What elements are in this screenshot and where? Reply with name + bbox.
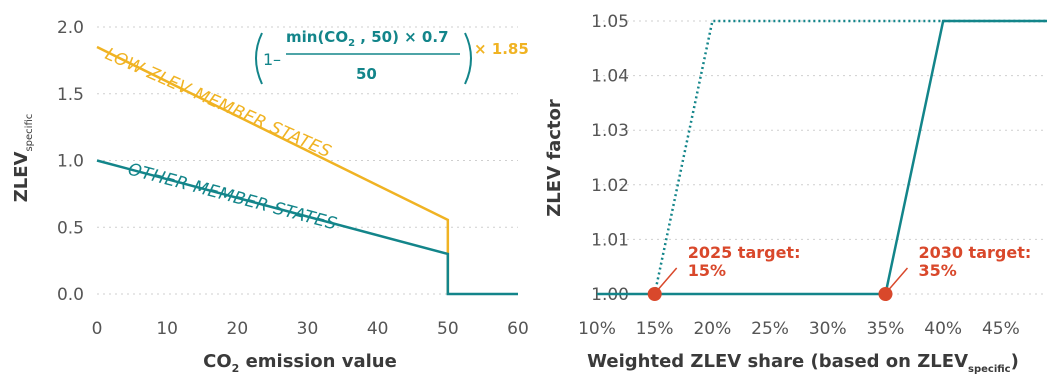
- formula-annotation: 1 – min(CO2 , 50) × 0.7 50 × 1.85: [255, 28, 529, 85]
- right-x-axis-label: Weighted ZLEV share (based on ZLEVspecif…: [587, 351, 1019, 374]
- target-label-line1: 2025 target:: [688, 243, 801, 262]
- right-x-tick-label: 30%: [809, 319, 847, 339]
- left-y-axis-label: ZLEVspecific: [11, 114, 35, 203]
- right-x-tick-label: 45%: [982, 319, 1020, 339]
- left-x-tick-label: 60: [507, 319, 529, 339]
- right-y-tick-label: 1.04: [591, 67, 629, 87]
- left-y-tick-label: 1.5: [57, 85, 84, 105]
- left-x-tick-label: 40: [367, 319, 389, 339]
- target-leader-line: [887, 267, 909, 291]
- left-x-tick-label: 10: [156, 319, 178, 339]
- series-label-low-zlev: LOW-ZLEV MEMBER STATES: [102, 44, 334, 162]
- series-line-2030: [597, 19, 1047, 296]
- left-chart: 0.0 0.5 1.0 1.5 2.0 0 10 20 30 40 50 60 LOW-ZLEV M…: [11, 18, 529, 375]
- left-x-tick-label: 30: [297, 319, 319, 339]
- left-y-tick-label: 0.0: [57, 285, 84, 305]
- left-x-tick-label: 20: [227, 319, 249, 339]
- target-leader-line: [657, 267, 678, 291]
- right-y-tick-label: 1.03: [591, 121, 629, 141]
- formula-right-paren: [464, 32, 472, 85]
- target-label-line1: 2030 target:: [918, 243, 1031, 262]
- right-y-tick-label: 1.05: [591, 12, 629, 32]
- right-chart: 1.001.011.021.031.041.05 10% 15% 20% 25% 30%…: [544, 12, 1047, 375]
- target-marker: [878, 287, 893, 301]
- target-label-line2: 35%: [918, 261, 956, 280]
- series-label-other: OTHER MEMBER STATES: [126, 160, 339, 235]
- formula-numerator: min(CO2 , 50) × 0.7: [286, 28, 449, 49]
- right-y-axis-label: ZLEV factor: [544, 99, 565, 217]
- left-x-axis-label: CO2 emission value: [203, 351, 397, 374]
- formula-minus: –: [273, 50, 281, 69]
- right-x-tick-label: 15%: [636, 319, 674, 339]
- target-marker: [647, 287, 662, 301]
- left-y-tick-label: 1.0: [57, 152, 84, 172]
- right-y-tick-label: 1.01: [591, 230, 629, 250]
- left-x-tick-label: 0: [92, 319, 103, 339]
- formula-multiplier: × 1.85: [474, 40, 529, 58]
- left-y-tick-labels: 0.0 0.5 1.0 1.5 2.0: [57, 18, 84, 305]
- right-x-tick-label: 10%: [578, 319, 616, 339]
- left-x-tick-label: 50: [437, 319, 459, 339]
- right-x-tick-label: 20%: [693, 319, 731, 339]
- right-x-tick-label: 35%: [867, 319, 905, 339]
- target-label-line2: 15%: [688, 261, 726, 280]
- right-series-lines: [597, 19, 1047, 296]
- right-annotations: 2025 target:15% 2030 target:35%: [647, 243, 1031, 301]
- right-y-tick-label: 1.02: [591, 176, 629, 196]
- formula-left-paren: [255, 32, 263, 85]
- series-line-other: [96, 159, 518, 296]
- left-x-tick-labels: 0 10 20 30 40 50 60: [92, 319, 529, 339]
- right-x-tick-labels: 10% 15% 20% 25% 30% 35% 40% 45%: [578, 319, 1020, 339]
- right-x-tick-label: 25%: [751, 319, 789, 339]
- left-y-tick-label: 2.0: [57, 18, 84, 38]
- right-x-tick-label: 40%: [924, 319, 962, 339]
- formula-one: 1: [263, 50, 273, 69]
- left-y-tick-label: 0.5: [57, 218, 84, 238]
- left-grid: [97, 26, 518, 295]
- right-y-tick-labels: 1.001.011.021.031.041.05: [591, 12, 629, 305]
- formula-denominator: 50: [356, 65, 377, 83]
- left-series-lines: [96, 45, 518, 296]
